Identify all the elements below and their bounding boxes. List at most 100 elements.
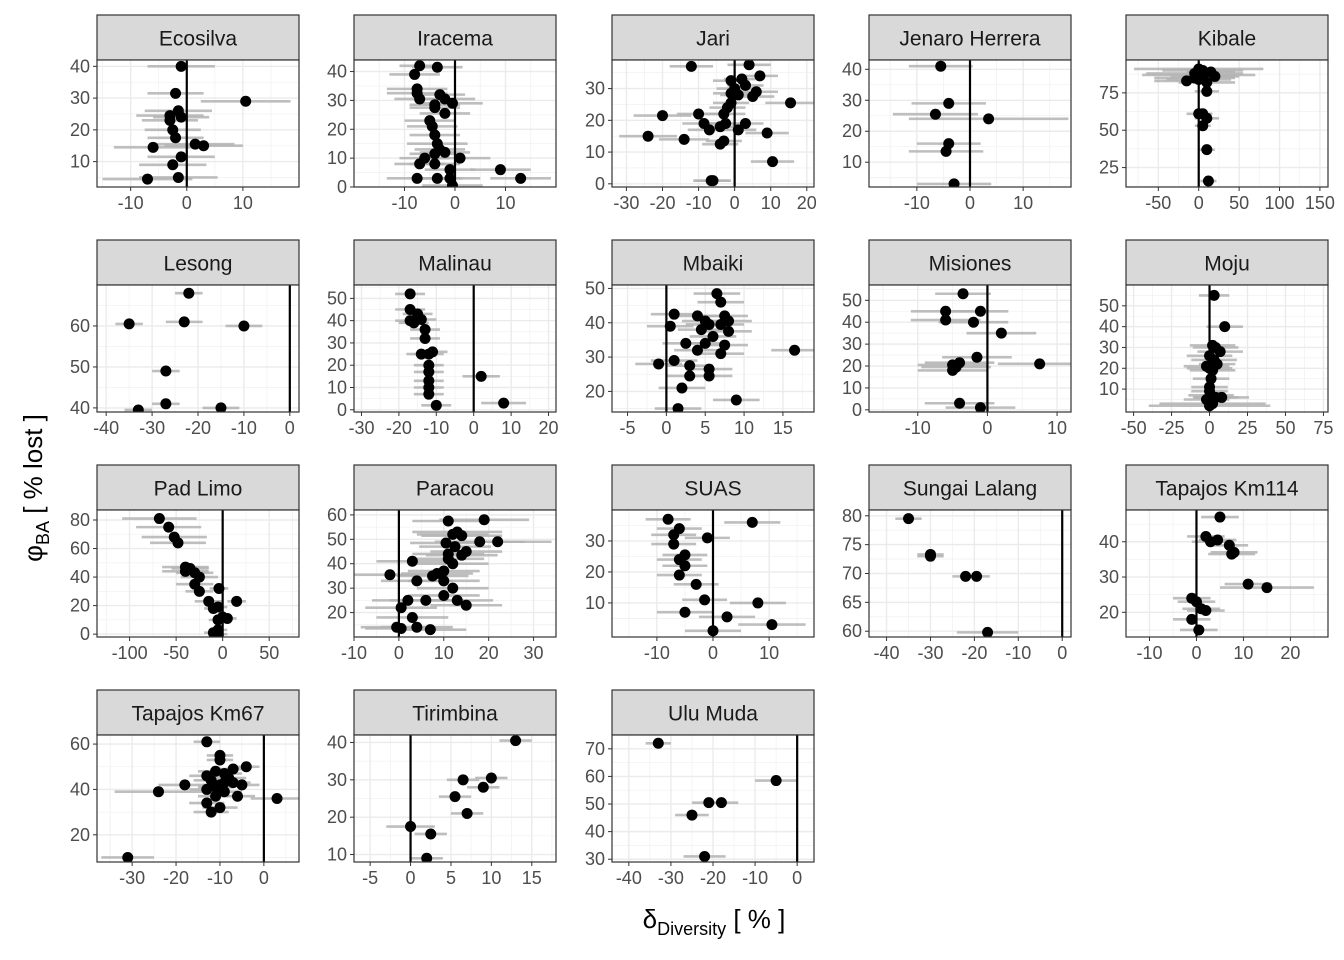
- x-tick-label: -25: [1159, 418, 1185, 438]
- data-point: [449, 791, 461, 803]
- y-tick-label: 50: [1099, 120, 1119, 140]
- panel-background: [612, 285, 814, 412]
- data-point: [680, 337, 692, 349]
- data-point: [411, 621, 423, 633]
- y-tick-label: 30: [842, 334, 862, 354]
- facet-strip: [611, 464, 815, 511]
- data-point: [214, 754, 226, 766]
- data-point: [929, 108, 941, 120]
- data-point: [1219, 321, 1231, 333]
- data-point: [424, 624, 436, 636]
- x-tick-label: 10: [434, 643, 454, 663]
- data-point: [429, 129, 441, 141]
- panel-border: [1125, 509, 1329, 638]
- data-point: [395, 602, 407, 614]
- data-point: [404, 288, 416, 300]
- data-point: [960, 570, 972, 582]
- data-point: [723, 315, 735, 327]
- facet-title: Sungai Lalang: [903, 478, 1037, 501]
- data-point: [747, 91, 759, 103]
- data-point: [664, 320, 676, 332]
- x-tick-label: 0: [1191, 643, 1201, 663]
- grid-lines: [612, 735, 814, 862]
- y-tick-label: 20: [585, 562, 605, 582]
- data-point: [429, 102, 441, 114]
- data-point: [446, 97, 458, 109]
- panel-border: [96, 59, 300, 188]
- y-tick-label: 50: [70, 357, 90, 377]
- data-point: [205, 806, 217, 818]
- facet-title: Tapajos Km67: [131, 703, 264, 726]
- data-point: [147, 141, 159, 153]
- data-point: [438, 589, 450, 601]
- x-axis-title-rest: [ % ]: [726, 904, 785, 934]
- data-point: [439, 107, 451, 119]
- data-point: [1261, 582, 1273, 594]
- y-tick-label: 80: [70, 510, 90, 530]
- panel-border: [353, 509, 557, 638]
- y-tick-label: 0: [337, 177, 347, 197]
- data-point: [411, 172, 423, 184]
- y-tick-label: 50: [327, 288, 347, 308]
- data-point: [442, 515, 454, 527]
- data-point: [494, 164, 506, 176]
- data-point: [754, 70, 766, 82]
- x-tick-label: -5: [362, 868, 378, 888]
- y-tick-label: 40: [327, 554, 347, 574]
- data-point: [707, 330, 719, 342]
- y-axis-title-main: φ: [18, 545, 48, 562]
- x-tick-label: 0: [285, 418, 295, 438]
- data-point: [172, 537, 184, 549]
- y-tick-label: 60: [70, 734, 90, 754]
- data-point: [227, 777, 239, 789]
- x-tick-label: 20: [479, 643, 499, 663]
- x-tick-label: 10: [1233, 643, 1253, 663]
- data-point: [218, 786, 230, 798]
- data-point: [1207, 364, 1219, 376]
- x-tick-label: 10: [1047, 418, 1067, 438]
- x-tick-label: -10: [118, 193, 144, 213]
- y-tick-label: 20: [1099, 358, 1119, 378]
- data-marks: [645, 510, 806, 637]
- y-tick-label: 10: [1099, 379, 1119, 399]
- x-tick-label: 0: [792, 868, 802, 888]
- x-tick-label: -10: [207, 868, 233, 888]
- data-point: [940, 145, 952, 157]
- x-tick-label: 0: [1194, 193, 1204, 213]
- data-point: [770, 775, 782, 787]
- data-point: [940, 314, 952, 326]
- panel-border: [611, 284, 815, 413]
- x-tick-label: 10: [734, 418, 754, 438]
- y-tick-label: 40: [70, 56, 90, 76]
- data-point: [475, 370, 487, 382]
- x-tick-label: 15: [522, 868, 542, 888]
- data-point: [236, 779, 248, 791]
- facet-strip: [353, 689, 557, 736]
- data-point: [175, 60, 187, 72]
- y-tick-label: 10: [327, 148, 347, 168]
- x-tick-label: 0: [394, 643, 404, 663]
- data-point: [684, 370, 696, 382]
- data-point: [701, 532, 713, 544]
- data-point: [446, 180, 458, 187]
- svg-text:δDiversity [ % ]: δDiversity [ % ]: [643, 904, 786, 939]
- data-point: [440, 537, 452, 549]
- data-point: [1214, 511, 1226, 523]
- panel-border: [1125, 284, 1329, 413]
- x-tick-label: -30: [613, 193, 639, 213]
- data-point: [1200, 605, 1212, 617]
- data-point: [231, 595, 243, 607]
- data-point: [170, 87, 182, 99]
- x-tick-label: 0: [469, 418, 479, 438]
- facet-ecosilva: Ecosilva -10 0 10 10 20 30 40: [70, 14, 300, 213]
- data-point: [732, 124, 744, 136]
- data-point: [668, 538, 680, 550]
- data-point: [746, 516, 758, 528]
- facet-strip: [1125, 14, 1329, 61]
- x-tick-label: 0: [1205, 418, 1215, 438]
- y-tick-label: 60: [585, 766, 605, 786]
- data-point: [240, 95, 252, 107]
- data-point: [210, 765, 222, 777]
- data-marks: [1148, 285, 1271, 412]
- data-point: [1034, 358, 1046, 370]
